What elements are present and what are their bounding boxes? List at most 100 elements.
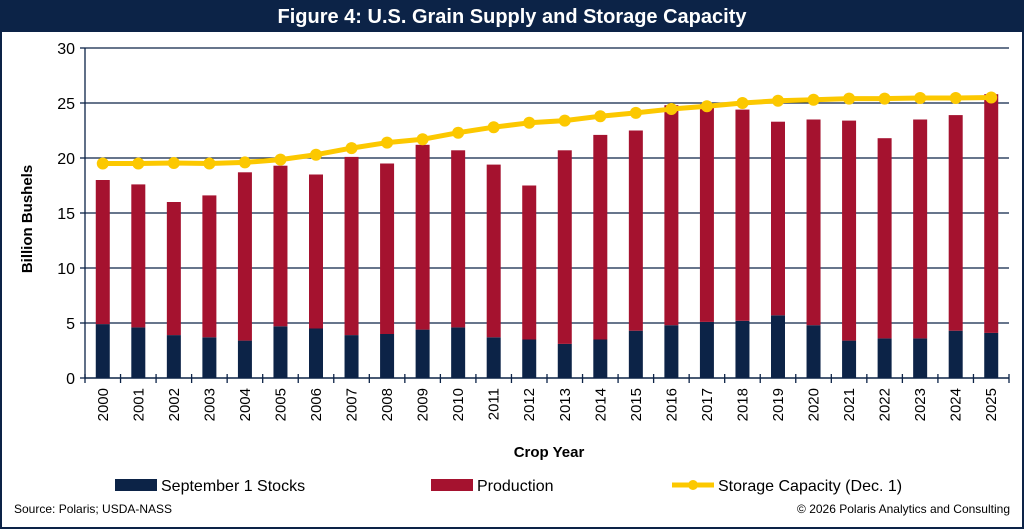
y-tick-label: 0: [66, 371, 75, 388]
bar-stocks-2003: [202, 337, 217, 378]
x-tick-label: 2010: [450, 388, 467, 421]
storage-point-2010: [452, 126, 465, 139]
bar-production-2022: [877, 138, 892, 339]
x-tick-label: 2024: [948, 388, 965, 421]
y-tick-label: 10: [57, 261, 75, 278]
x-tick-label: 2018: [734, 388, 751, 421]
source-note: Source: Polaris; USDA-NASS: [14, 502, 173, 516]
bar-production-2018: [735, 109, 750, 321]
bar-production-2020: [806, 119, 821, 326]
x-tick-label: 2001: [130, 388, 147, 421]
x-tick-label: 2022: [877, 388, 894, 421]
bar-production-2006: [309, 174, 323, 329]
storage-capacity-line: [102, 95, 992, 166]
bar-stocks-2013: [557, 343, 572, 378]
bar-stocks-2005: [273, 326, 288, 378]
bar-production-2017: [699, 104, 714, 322]
bar-production-2012: [522, 185, 537, 340]
legend-label-storage: Storage Capacity (Dec. 1): [718, 478, 902, 495]
storage-point-2009: [416, 133, 429, 146]
bar-stocks-2023: [913, 338, 928, 378]
y-tick-label: 15: [57, 206, 75, 223]
bar-stocks-2020: [806, 325, 821, 378]
bar-production-2002: [166, 202, 181, 336]
bar-stocks-2007: [344, 335, 359, 378]
bar-stocks-2018: [735, 320, 750, 378]
storage-point-2023: [914, 92, 927, 105]
bar-production-2003: [202, 195, 217, 338]
storage-point-2011: [487, 121, 500, 134]
legend: September 1 Stocks Production Storage Ca…: [115, 478, 902, 495]
x-tick-label: 2002: [166, 388, 183, 421]
storage-point-2002: [167, 156, 180, 169]
y-tick-label: 5: [66, 316, 75, 333]
storage-point-2007: [345, 142, 358, 155]
storage-point-2025: [985, 91, 998, 104]
storage-point-2004: [238, 156, 251, 169]
bar-production-2009: [415, 144, 430, 330]
bar-production-2013: [557, 150, 572, 344]
x-axis: 2000 2001 2002 2003 2004 2005 2006 2007 2008 2009…: [84, 374, 1010, 421]
storage-point-2000: [96, 157, 109, 170]
bar-stocks-2006: [309, 328, 323, 378]
bar-production-2010: [451, 150, 466, 328]
x-tick-label: 2004: [237, 388, 254, 421]
bar-production-2019: [771, 121, 785, 316]
bar-stocks-2014: [593, 339, 608, 378]
bar-production-2007: [344, 156, 359, 336]
bar-production-2001: [131, 184, 146, 328]
storage-point-2024: [949, 92, 962, 105]
x-tick-label: 2023: [912, 388, 929, 421]
legend-item-production: Production: [431, 478, 554, 495]
bar-production-2015: [628, 130, 643, 331]
bar-stocks-2019: [771, 315, 785, 378]
bar-stocks-2011: [486, 337, 501, 378]
x-axis-label: Crop Year: [514, 444, 585, 461]
x-tick-label: 2025: [983, 388, 1000, 421]
bars: [95, 94, 999, 378]
storage-point-2014: [594, 110, 607, 123]
bar-production-2024: [948, 115, 963, 331]
bar-stocks-2022: [877, 338, 892, 378]
gridlines: [85, 47, 1009, 324]
storage-point-2015: [629, 106, 642, 119]
bar-stocks-2001: [131, 327, 146, 378]
bar-stocks-2010: [451, 327, 466, 378]
bar-production-2016: [664, 105, 679, 326]
storage-point-2018: [736, 97, 749, 109]
bar-production-2014: [593, 134, 608, 340]
legend-swatch-stocks: [115, 479, 157, 491]
bar-stocks-2024: [948, 330, 963, 378]
x-tick-label: 2016: [663, 388, 680, 421]
bar-stocks-2015: [628, 330, 643, 378]
x-tick-label: 2011: [486, 388, 503, 420]
bar-stocks-2009: [415, 329, 430, 378]
x-tick-label: 2020: [806, 388, 823, 421]
x-tick-label: 2021: [841, 388, 858, 421]
legend-item-stocks: September 1 Stocks: [115, 478, 305, 495]
bar-stocks-2017: [699, 321, 714, 378]
storage-point-2012: [523, 116, 536, 129]
figure-title: Figure 4: U.S. Grain Supply and Storage …: [2, 2, 1022, 32]
legend-swatch-storage-marker: [688, 480, 698, 490]
x-tick-label: 2000: [95, 388, 112, 421]
y-tick-label: 30: [57, 41, 75, 58]
x-tick-label: 2012: [521, 388, 538, 421]
bar-production-2011: [486, 164, 501, 338]
y-axis-ticks: 0 5 10 15 20 25 30: [57, 41, 86, 388]
y-axis-label: Billion Bushels: [19, 165, 36, 273]
x-tick-label: 2007: [344, 388, 361, 421]
storage-point-2022: [878, 92, 891, 105]
legend-label-production: Production: [477, 478, 554, 495]
copyright-note: © 2026 Polaris Analytics and Consulting: [797, 502, 1010, 516]
storage-point-2008: [381, 136, 394, 149]
y-tick-label: 25: [57, 96, 75, 113]
bar-stocks-2000: [95, 324, 110, 378]
y-tick-label: 20: [57, 151, 75, 168]
x-tick-label: 2013: [557, 388, 574, 421]
bar-production-2000: [95, 180, 110, 325]
x-tick-label: 2009: [415, 388, 432, 421]
bar-production-2025: [984, 94, 999, 333]
